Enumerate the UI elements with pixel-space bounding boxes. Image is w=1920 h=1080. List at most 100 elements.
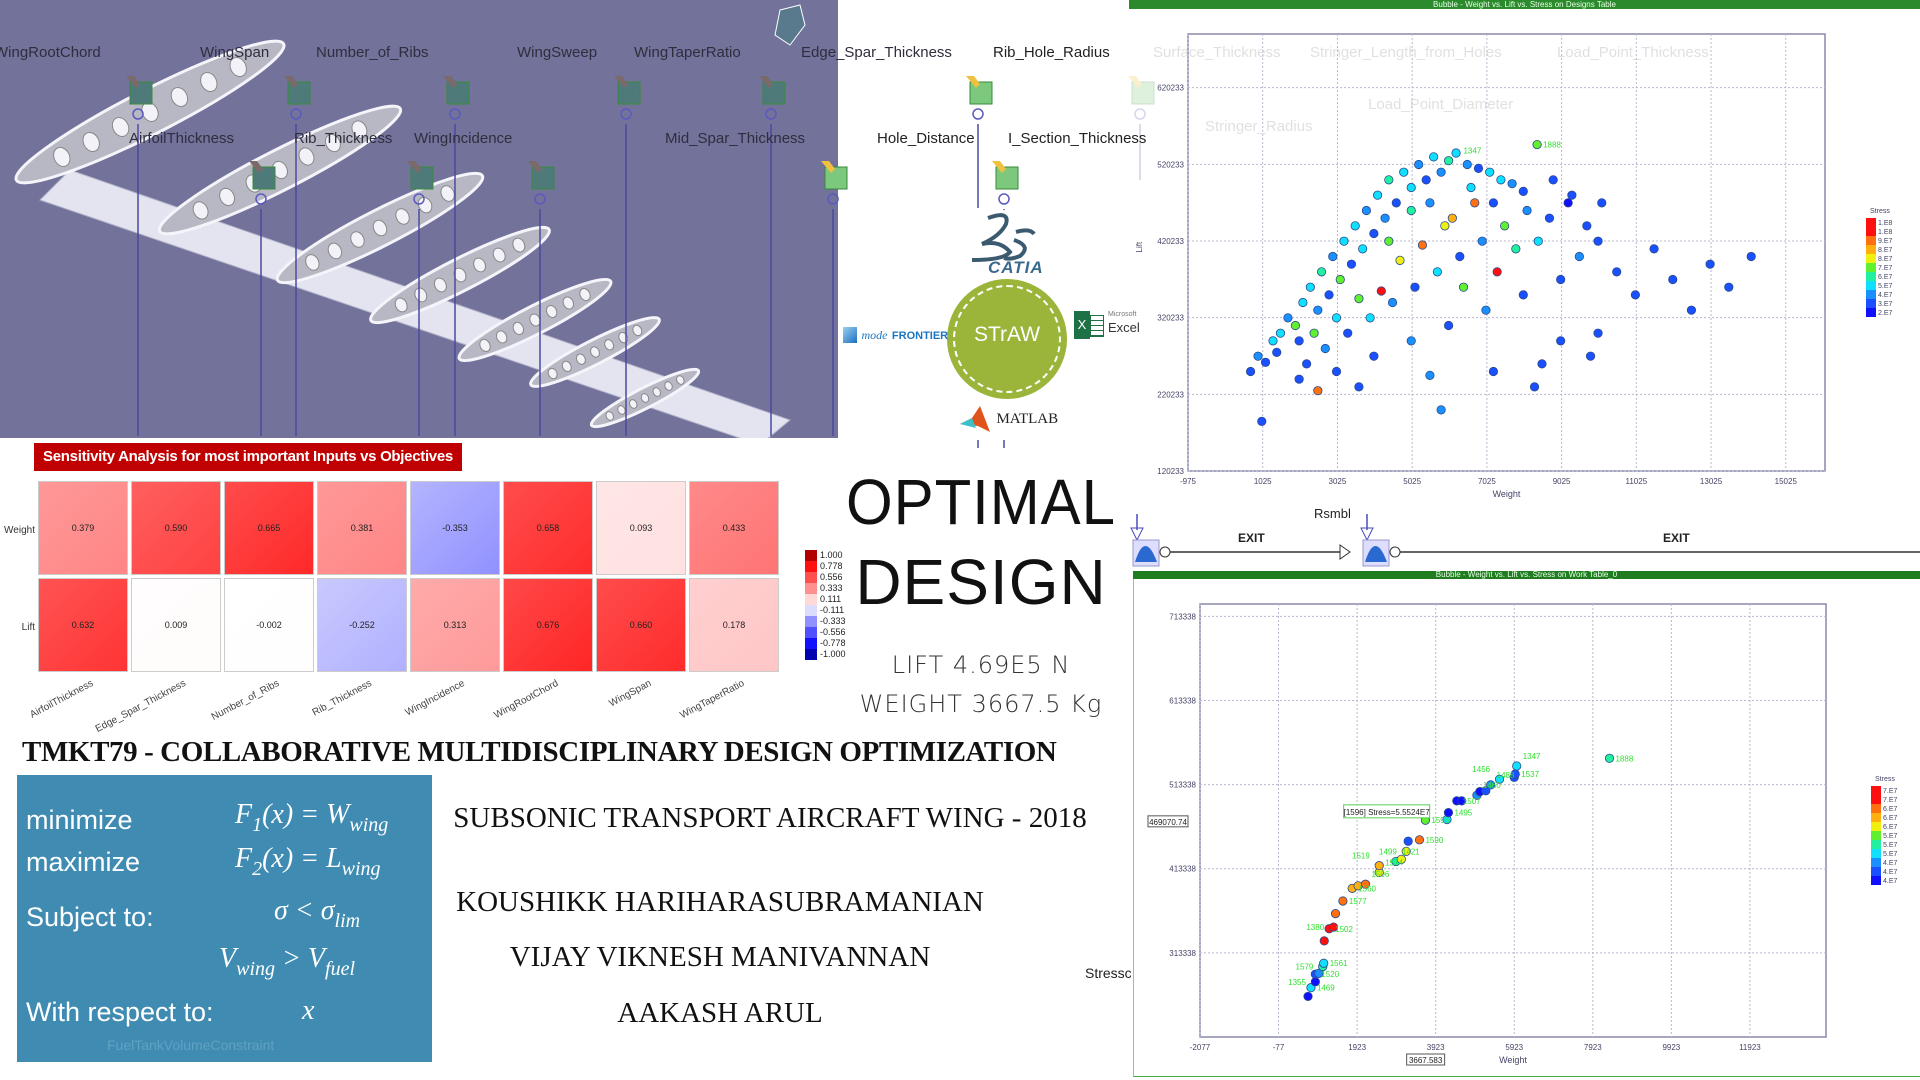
legend-swatch <box>805 638 817 649</box>
data-point <box>1294 374 1304 384</box>
rib-hole <box>229 57 247 78</box>
y-tick-label: 320233 <box>1157 314 1184 323</box>
point-label: 1888 <box>1615 754 1633 763</box>
colorbar-label: 6.E7 <box>1883 815 1898 822</box>
optimal-lift: LIFT 4.69E5 N <box>891 651 1071 679</box>
data-point <box>1724 282 1734 292</box>
output-port-icon <box>1389 546 1401 558</box>
rib-hole <box>170 87 189 108</box>
rib-hole <box>473 257 487 273</box>
data-point <box>1597 198 1607 208</box>
x-tick-label: 3025 <box>1329 477 1347 486</box>
exit-label-1: EXIT <box>1238 531 1265 545</box>
input-arrow-icon <box>1360 527 1374 542</box>
data-point <box>1414 159 1424 170</box>
data-point <box>1339 236 1349 246</box>
data-point <box>1432 267 1442 277</box>
heatmap-cell: 0.660 <box>596 578 686 672</box>
exit-label-2: EXIT <box>1663 531 1690 545</box>
wing-rib <box>14 39 286 185</box>
data-point <box>1399 167 1409 177</box>
data-point <box>1302 359 1312 369</box>
bubble-chart-work-table[interactable]: -2077 -77 1923 3923 5923 7923 9923 11923 313338 4… <box>1133 579 1920 1077</box>
data-point <box>1486 780 1496 790</box>
data-point <box>1303 991 1313 1002</box>
colorbar-label: 1.E8 <box>1878 229 1893 236</box>
legend-label: 0.778 <box>820 561 843 571</box>
faded-node-label: Surface_Thickness <box>1153 44 1281 61</box>
rib-hole <box>350 231 365 248</box>
point-tooltip <box>1343 804 1431 819</box>
bubble-chart-designs-table[interactable]: -975 1025 3025 5025 7025 9025 11025 13025 15025 1… <box>1129 9 1920 509</box>
input-label-wingsweep: WingSweep <box>517 44 598 61</box>
data-point <box>1686 305 1697 315</box>
data-point <box>1406 336 1416 346</box>
colorbar-swatch <box>1866 308 1876 317</box>
data-point <box>1630 290 1640 300</box>
x-axis-label: Weight <box>1499 1055 1527 1065</box>
rib-hole <box>561 360 572 373</box>
y-axis-label: Lift <box>1135 241 1144 252</box>
colorbar-label: 9.E7 <box>1878 238 1893 245</box>
data-point <box>1440 221 1450 231</box>
data-point <box>1338 896 1348 906</box>
heatmap-column-label: Rib_Thickness <box>311 678 375 719</box>
data-point <box>1391 198 1401 208</box>
catia-wordmark: CATIA <box>988 258 1044 277</box>
heatmap-cell: 0.676 <box>503 578 593 672</box>
data-point <box>1360 879 1371 889</box>
rib-hole <box>192 201 209 220</box>
rib-hole <box>351 120 368 139</box>
colorbar-label: 7.E7 <box>1883 797 1898 804</box>
rib-hole <box>629 399 638 409</box>
straw-dashed-ring <box>953 285 1061 393</box>
rib-hole <box>605 411 614 421</box>
y-tick-label: 413338 <box>1169 865 1196 874</box>
colorbar-swatch <box>1871 867 1881 876</box>
legend-label: 1.000 <box>820 550 843 560</box>
point-tooltip-text: [1596] Stress=5.5524E7 <box>1344 808 1431 817</box>
fuel-volume-constraint: Vwing > Vfuel <box>219 943 356 980</box>
input-label-wingrootchord: WingRootChord <box>0 44 101 61</box>
rib-hole <box>440 185 455 202</box>
excel-grid-icon <box>1090 315 1104 337</box>
point-label: 1380 <box>1306 923 1324 932</box>
data-point <box>1257 416 1267 426</box>
data-point <box>1396 854 1406 864</box>
sensitivity-title-banner: Sensitivity Analysis for most important … <box>34 443 462 471</box>
designs-table-window-titlebar[interactable]: Bubble - Weight vs. Lift vs. Stress on D… <box>1129 0 1920 9</box>
colorbar-swatch <box>1866 218 1876 227</box>
cad-wing-model-view <box>0 0 838 438</box>
point-label: 1506 <box>1371 870 1389 879</box>
point-label: 1347 <box>1523 752 1541 761</box>
matlab-membrane-icon <box>960 406 990 432</box>
colorbar-swatch <box>1871 858 1881 867</box>
data-point <box>1314 968 1324 978</box>
subject-to-label: Subject to: <box>26 902 154 932</box>
rib-hole <box>632 324 643 337</box>
point-label: 1469 <box>1317 984 1335 993</box>
colorbar-label: 6.E7 <box>1883 806 1898 813</box>
work-table-window-titlebar[interactable]: Bubble - Weight vs. Lift vs. Stress on W… <box>1133 571 1920 579</box>
data-point <box>1268 336 1278 346</box>
data-point <box>1473 163 1484 173</box>
colorbar-label: 6.E7 <box>1883 824 1898 831</box>
point-label: 1355 <box>1288 978 1306 987</box>
data-point <box>1354 382 1364 392</box>
legend-label: -0.778 <box>820 638 846 648</box>
data-point <box>1376 286 1386 296</box>
input-label-hole-distance: Hole_Distance <box>877 130 975 147</box>
minimize-label: minimize <box>26 805 133 835</box>
wing-rib <box>589 367 701 429</box>
rib-hole <box>652 387 661 397</box>
optimization-formulation: FuelTankVolumeConstraint minimize maximi… <box>17 775 432 1062</box>
data-point <box>1425 370 1435 380</box>
data-point <box>1582 221 1592 231</box>
input-label-wingtaperratio: WingTaperRatio <box>634 44 741 61</box>
data-point <box>1294 336 1304 346</box>
data-point <box>1443 808 1454 818</box>
heatmap-cell: 0.665 <box>224 481 314 575</box>
legend-swatch <box>805 583 817 594</box>
colorbar-swatch <box>1866 236 1876 245</box>
y-tick-label: 513338 <box>1169 781 1196 790</box>
